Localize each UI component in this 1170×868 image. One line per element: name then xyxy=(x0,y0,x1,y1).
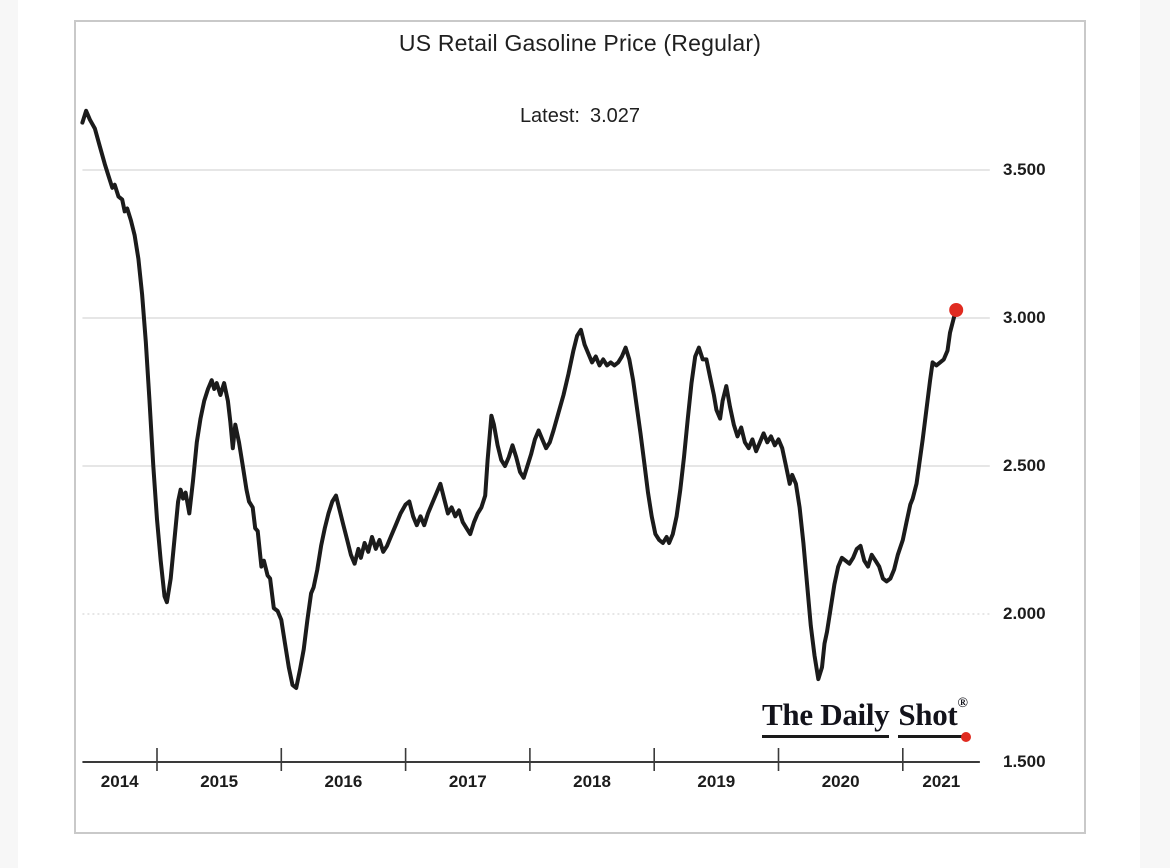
page-gutter-right xyxy=(1140,0,1170,868)
x-axis-label-2019: 2019 xyxy=(697,772,736,791)
daily-shot-logo: The Daily Shot® xyxy=(762,696,971,742)
latest-annotation: Latest: 3.027 xyxy=(76,105,1084,128)
price-line xyxy=(80,108,959,690)
x-axis-label-2021: 2021 xyxy=(922,772,961,791)
x-axis-label-2018: 2018 xyxy=(573,772,611,791)
logo-text-the-daily: The Daily xyxy=(762,697,890,738)
x-axis-label-2020: 2020 xyxy=(821,772,860,791)
chart-card: US Retail Gasoline Price (Regular) Lates… xyxy=(74,20,1086,834)
x-axis-label-2015: 2015 xyxy=(200,772,239,791)
y-axis-label-1.500: 1.500 xyxy=(1003,752,1046,771)
y-axis-label-2.500: 2.500 xyxy=(1003,456,1046,475)
logo-text-shot: Shot® xyxy=(898,696,971,742)
latest-label: Latest: xyxy=(519,105,580,127)
y-axis-label-3.000: 3.000 xyxy=(1003,308,1046,327)
latest-point-marker xyxy=(949,303,964,317)
y-axis-label-2.000: 2.000 xyxy=(1003,604,1046,623)
chart-title: US Retail Gasoline Price (Regular) xyxy=(398,30,762,56)
price-line-chart xyxy=(80,108,990,771)
x-axis-label-2016: 2016 xyxy=(324,772,363,791)
logo-red-dot-icon xyxy=(960,732,971,742)
gridlines xyxy=(82,169,990,615)
y-axis-label-3.500: 3.500 xyxy=(1003,160,1046,179)
page-gutter-left xyxy=(0,0,18,868)
registered-trademark-icon: ® xyxy=(957,696,968,711)
x-axis-ticks xyxy=(156,748,904,771)
x-axis-label-2014: 2014 xyxy=(100,772,139,791)
x-axis-label-2017: 2017 xyxy=(448,772,487,791)
latest-value: 3.027 xyxy=(589,105,641,127)
